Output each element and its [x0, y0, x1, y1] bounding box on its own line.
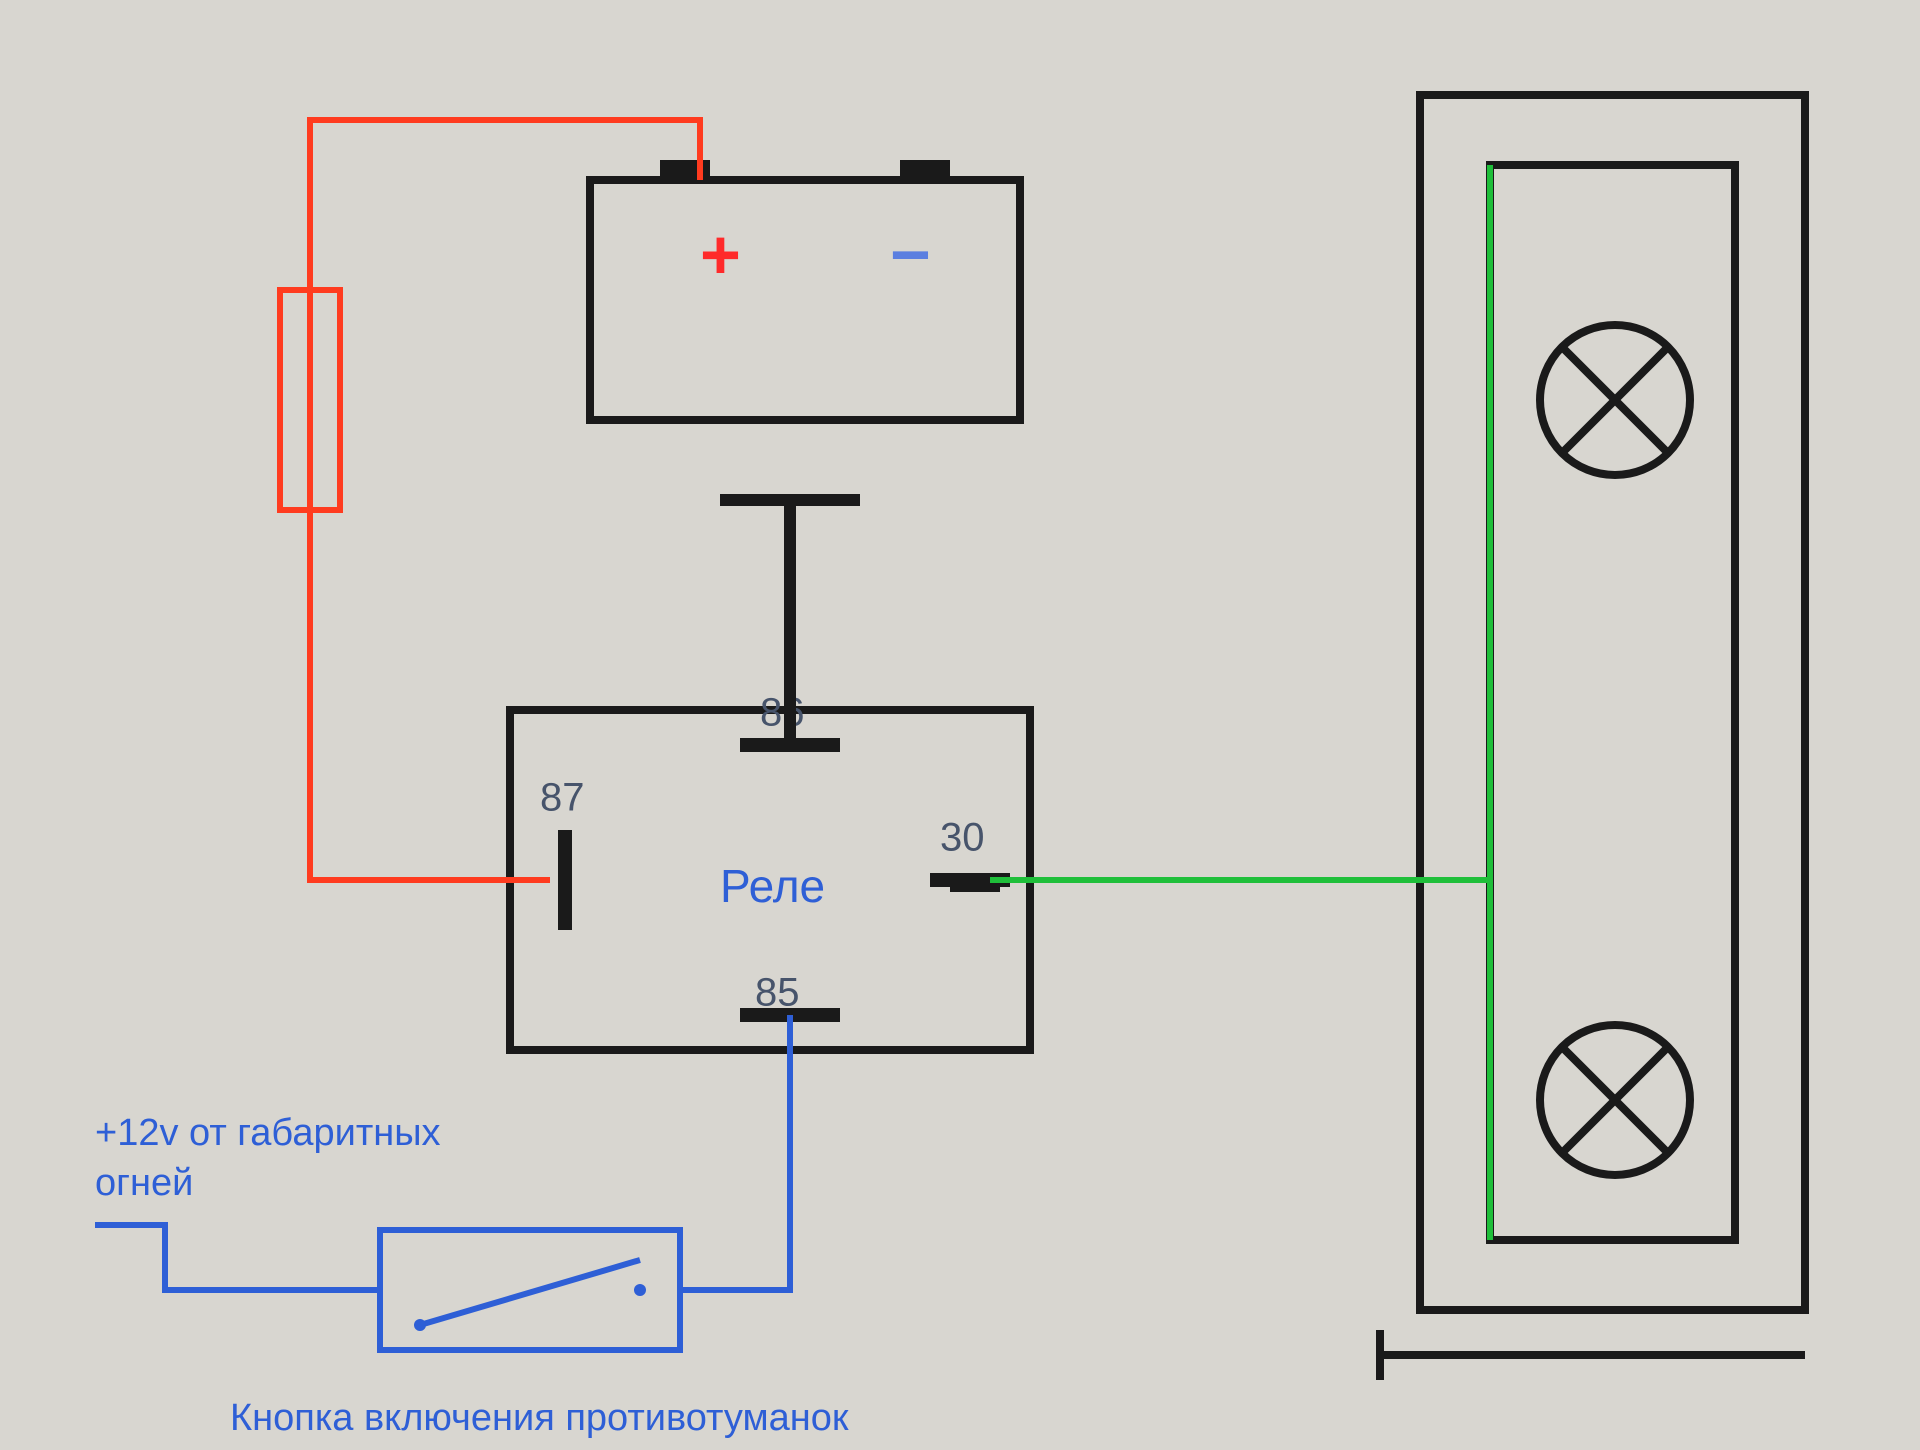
battery [590, 180, 1020, 420]
relay-pin-30: 30 [940, 816, 985, 860]
battery-plus-label: + [700, 215, 741, 293]
relay-label: Реле [720, 860, 825, 912]
wiring-diagram: + − Реле 86 87 30 85 +12v от габаритных огней Кно… [0, 0, 1920, 1450]
wire-switch-to-12v [95, 1225, 380, 1290]
relay-pin-87: 87 [540, 776, 585, 820]
label-switch: Кнопка включения противотуманок [230, 1397, 849, 1439]
battery-terminal-negative [900, 160, 950, 180]
wire-battery-to-fuse-to-87 [310, 120, 700, 880]
battery-minus-label: − [890, 215, 931, 293]
wire-30-to-lamps [990, 165, 1490, 1240]
fog-lamp-top [1540, 325, 1690, 475]
relay-pin-86: 86 [760, 691, 805, 735]
fog-lamp-bottom [1540, 1025, 1690, 1175]
wire-85-to-switch [680, 1015, 790, 1290]
relay-pin-85: 85 [755, 971, 800, 1015]
label-12v-source-line2: огней [95, 1162, 193, 1204]
label-12v-source-line1: +12v от габаритных [95, 1112, 441, 1154]
